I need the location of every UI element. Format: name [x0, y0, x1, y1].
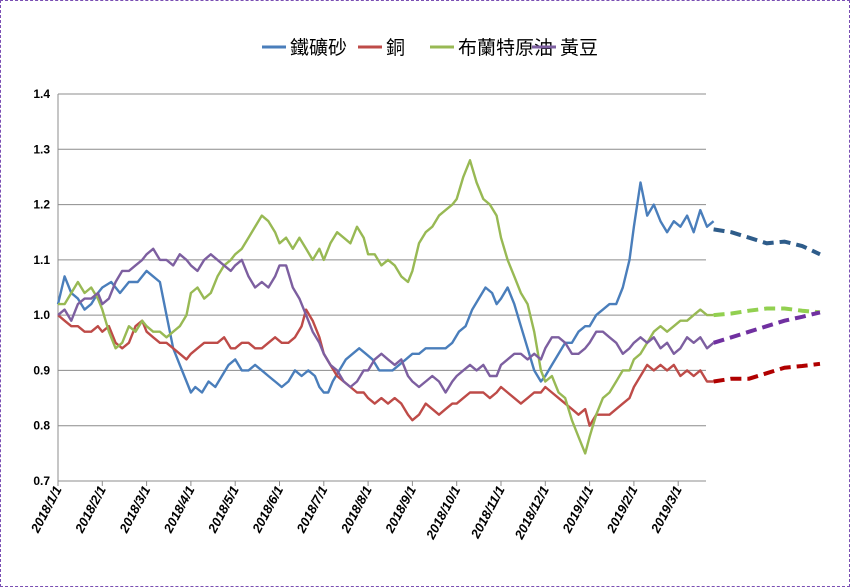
x-tick-label: 2018/7/1	[293, 483, 330, 536]
y-tick-label: 0.9	[33, 363, 50, 377]
series-forecast-0	[713, 227, 821, 257]
x-tick-label: 2018/8/1	[337, 483, 374, 536]
series-forecast-3	[713, 310, 821, 345]
x-tick-label: 2018/5/1	[204, 483, 241, 536]
series-line-3	[57, 247, 715, 394]
x-tick-label: 2018/3/1	[116, 483, 153, 536]
y-tick-label: 0.8	[33, 419, 50, 433]
x-tick-label: 2018/12/1	[511, 483, 552, 542]
legend-label: 銅	[386, 37, 405, 59]
y-tick-label: 1.1	[33, 253, 50, 267]
x-tick-label: 2018/11/1	[467, 483, 507, 541]
y-tick-label: 1.3	[33, 142, 50, 156]
series-line-2	[58, 159, 714, 455]
x-tick-label: 2018/1/1	[27, 483, 64, 536]
x-tick-label: 2019/1/1	[559, 483, 596, 536]
x-tick-label: 2018/9/1	[382, 483, 419, 536]
series-line-1	[57, 308, 714, 427]
legend-label: 布蘭特原油	[458, 37, 553, 59]
y-axis: 0.7 0.8 0.9 1.0 1.1 1.2 1.3 1.4	[33, 87, 59, 488]
y-tick-label: 1.2	[33, 198, 50, 212]
x-tick-label: 2018/2/1	[71, 483, 108, 536]
legend-label: 黃豆	[560, 37, 598, 59]
y-tick-label: 1.0	[33, 308, 50, 322]
series-line-0	[56, 181, 715, 394]
series-forecast-2	[713, 306, 821, 318]
x-axis: 2018/1/1 2018/2/1 2018/3/1 2018/4/1 2018/5/1…	[27, 480, 706, 542]
series-lines	[56, 159, 821, 455]
series-forecast-1	[713, 361, 821, 384]
x-tick-label: 2019/2/1	[603, 483, 640, 536]
x-tick-label: 2018/6/1	[249, 483, 286, 536]
y-tick-label: 0.7	[33, 474, 50, 488]
x-tick-label: 2018/4/1	[160, 483, 197, 536]
gridlines	[58, 93, 706, 482]
legend: 鐵礦砂 銅 布蘭特原油 黃豆	[262, 37, 598, 59]
x-tick-label: 2018/10/1	[422, 483, 463, 542]
x-tick-label: 2019/3/1	[647, 483, 684, 536]
legend-label: 鐵礦砂	[290, 37, 347, 59]
y-tick-label: 1.4	[33, 87, 50, 101]
